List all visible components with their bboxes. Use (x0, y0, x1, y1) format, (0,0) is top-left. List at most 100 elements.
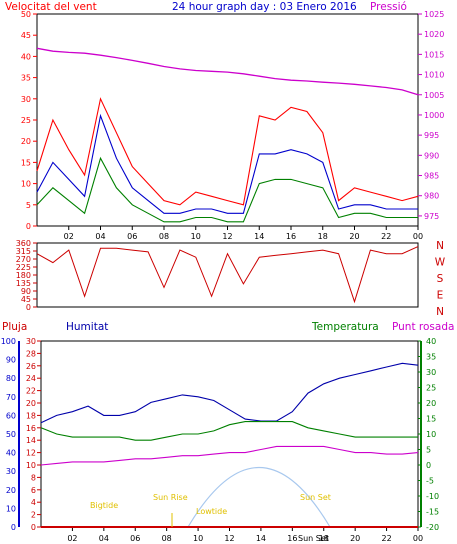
chart-title: 24 hour graph day : 03 Enero 2016 (172, 1, 357, 13)
direction-tick-label: 90 (21, 287, 31, 296)
wind-y-axis: 0 5 10 15 20 25 30 35 40 45 50 (21, 10, 37, 231)
temperature-legend: Temperatura (311, 321, 379, 333)
temperature-y-axis: -20 -15 -10 -5 0 5 10 15 20 25 30 35 40 (418, 337, 439, 532)
direction-series (36, 246, 419, 304)
wind-minimum-line (36, 156, 418, 223)
high-tide-annotation: Bigtide (90, 501, 118, 510)
compass-label: N (436, 306, 444, 318)
direction-tick-label: 135 (16, 279, 31, 288)
humidity-tick-label: 10 (6, 504, 16, 513)
wind-tick-label: 30 (21, 95, 31, 104)
wind-chart-plot-area (36, 13, 419, 227)
pressure-tick-label: 1005 (424, 91, 444, 100)
humidity-tick-label: 100 (1, 337, 16, 346)
pressure-y-axis: 975 980 985 990 995 1000 1005 1010 1015 1020 1025 (418, 10, 444, 221)
x-tick-label: 20 (349, 232, 359, 241)
x-tick-label: 12 (224, 534, 234, 543)
rain-tick-label: 2 (31, 511, 36, 520)
humidity-legend: Humitat (66, 321, 108, 333)
humidity-tick-label: 50 (6, 430, 16, 439)
x-tick-label: 14 (254, 232, 264, 241)
temperature-tick-label: 25 (426, 384, 436, 393)
wind-average-line (36, 113, 418, 214)
temperature-tick-label: -15 (426, 508, 439, 517)
pressure-tick-label: 980 (424, 192, 439, 201)
pressure-tick-label: 1025 (424, 10, 444, 19)
compass-label: W (435, 257, 446, 269)
direction-chart-plot-area (36, 242, 419, 308)
humidity-tick-label: 90 (6, 356, 16, 365)
temperature-line (40, 421, 418, 441)
rain-tick-label: 10 (26, 461, 36, 470)
rain-tick-label: 14 (26, 436, 36, 445)
direction-tick-label: 180 (16, 271, 31, 280)
x-tick-label: 06 (130, 534, 140, 543)
x-tick-label: 06 (127, 232, 137, 241)
humidity-series (40, 362, 419, 528)
x-tick-label: 16 (287, 534, 297, 543)
wind-tick-label: 10 (21, 180, 31, 189)
wind-tick-label: 50 (21, 10, 31, 19)
pressure-tick-label: 1020 (424, 30, 444, 39)
x-tick-label: 04 (95, 232, 105, 241)
rain-tick-label: 8 (31, 473, 36, 482)
temperature-tick-label: 40 (426, 337, 436, 346)
x-tick-label: 14 (256, 534, 266, 543)
x-tick-label: 22 (381, 534, 391, 543)
low-tide-annotation: Lowtide (196, 507, 227, 516)
compass-label: N (436, 240, 444, 252)
pressure-tick-label: 1000 (424, 111, 444, 120)
rain-tick-label: 18 (26, 411, 36, 420)
humidity-line (40, 362, 419, 424)
humidity-tick-label: 40 (6, 449, 16, 458)
temperature-tick-label: 5 (426, 446, 431, 455)
sun-rise-annotation: Sun Rise (153, 493, 188, 502)
rain-legend: Pluja (2, 321, 27, 333)
x-tick-label: 12 (222, 232, 232, 241)
pressure-tick-label: 1010 (424, 71, 444, 80)
wind-direction-line (36, 246, 419, 304)
humidity-y-axis: 0 10 20 30 40 50 60 70 80 90 100 (1, 337, 16, 532)
direction-tick-label: 270 (16, 255, 31, 264)
rain-tick-label: 26 (26, 362, 36, 371)
compass-label: S (437, 273, 444, 285)
wind-tick-label: 25 (21, 116, 31, 125)
humidity-tick-label: 30 (6, 467, 16, 476)
sun-set-annotation: Sun Set (300, 493, 331, 502)
wind-tick-label: 0 (26, 222, 31, 231)
dewpoint-line (40, 445, 419, 466)
temperature-tick-label: 30 (426, 368, 436, 377)
direction-tick-label: 315 (16, 247, 31, 256)
x-tick-label: 18 (318, 232, 328, 241)
temperature-tick-label: -5 (426, 477, 434, 486)
sun-set-bottom-label: Sun Set (298, 534, 329, 543)
compass-label: E (437, 290, 444, 302)
temperature-tick-label: 15 (426, 415, 436, 424)
humidity-tick-label: 60 (6, 411, 16, 420)
direction-tick-label: 225 (16, 263, 31, 272)
humidity-tick-label: 20 (6, 486, 16, 495)
x-tick-label: 00 (413, 232, 423, 241)
x-tick-label: 20 (350, 534, 360, 543)
pressure-line (36, 47, 419, 96)
sun-elevation-arc (187, 466, 331, 528)
x-tick-label: 08 (159, 232, 169, 241)
wind-tick-label: 15 (21, 158, 31, 167)
direction-tick-label: 0 (26, 303, 31, 312)
rain-tick-label: 6 (31, 486, 36, 495)
x-tick-label: 10 (193, 534, 203, 543)
temperature-tick-label: 0 (426, 461, 431, 470)
rain-tick-label: 24 (26, 374, 36, 383)
wind-gust-line (36, 97, 419, 206)
dewpoint-legend: Punt rosada (392, 321, 454, 333)
direction-tick-label: 360 (16, 239, 31, 248)
pressure-tick-label: 1015 (424, 50, 444, 59)
rain-tick-label: 20 (26, 399, 36, 408)
x-tick-label: 00 (413, 534, 423, 543)
temperature-tick-label: 35 (426, 353, 436, 362)
wind-speed-label: Velocitat del vent (5, 1, 97, 13)
wind-tick-label: 40 (21, 52, 31, 61)
